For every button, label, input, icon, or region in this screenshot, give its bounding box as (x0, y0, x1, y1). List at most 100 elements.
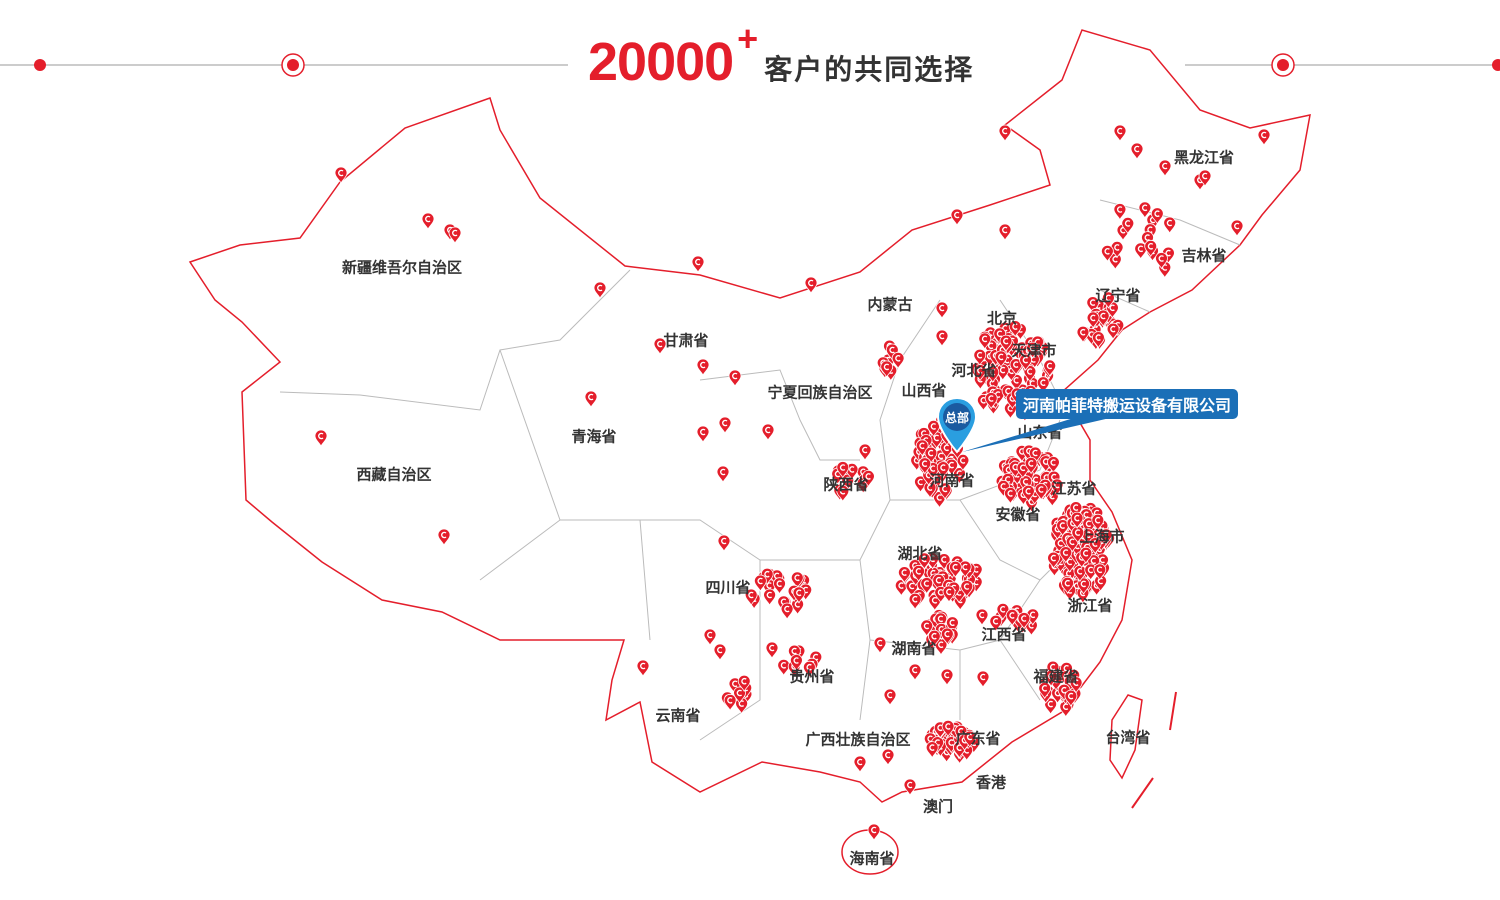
customer-pin-icon (935, 301, 949, 319)
customer-pin-icon (1043, 359, 1057, 377)
label-anhui: 安徽省 (995, 505, 1041, 524)
customer-pin-icon (1106, 322, 1120, 340)
customer-pin-icon (792, 586, 806, 604)
customer-pin-icon (803, 660, 816, 679)
customer-pin-icon (1005, 609, 1019, 627)
customer-pin-icon (918, 457, 932, 475)
customer-pin-icon (960, 580, 974, 598)
customer-pin-icon (1059, 546, 1073, 564)
customer-pin-icon (836, 461, 850, 479)
customer-pin-icon (1008, 320, 1022, 338)
customer-pin-icon (780, 602, 794, 620)
customer-pin-icon (1079, 546, 1093, 565)
customer-pin-icon (717, 534, 731, 552)
customer-pin-icon (653, 337, 667, 355)
customer-pin-icon (773, 577, 786, 595)
page-title: 20000 + 客户的共同选择 (588, 18, 975, 90)
customer-pin-icon (636, 659, 650, 677)
customer-pin-icon (946, 616, 959, 634)
customer-pin-icon (950, 208, 964, 226)
customer-pin-icon (956, 454, 970, 472)
customer-pin-icon (881, 748, 895, 766)
customer-pin-icon (1163, 216, 1177, 234)
label-hunan: 湖南省 (891, 639, 937, 658)
customer-pin-icon (927, 629, 941, 648)
title-subtitle: 客户的共同选择 (764, 53, 975, 86)
customer-pin-icon (908, 663, 922, 681)
label-jilin: 吉林省 (1181, 246, 1227, 265)
customer-pin-icon (718, 416, 732, 434)
label-liaoning: 辽宁省 (1095, 286, 1141, 305)
customer-pin-icon (1069, 501, 1083, 519)
customer-pin-icon (1036, 376, 1050, 394)
headquarters-pin-icon[interactable] (936, 396, 978, 454)
customer-pin-icon (920, 619, 934, 637)
customer-pin-icon (1061, 576, 1074, 595)
customer-pin-icon (437, 528, 451, 546)
label-yunnan: 云南省 (655, 706, 701, 725)
customer-pin-icon (1096, 309, 1110, 327)
customer-pin-icon (1102, 291, 1115, 309)
customer-pin-icon (973, 348, 987, 367)
customer-pin-icon (765, 641, 779, 659)
customer-pin-icon (1092, 331, 1105, 349)
customer-pin-icon (763, 588, 776, 606)
customer-pin-icon (1044, 697, 1057, 715)
label-heilongjiang: 黑龙江省 (1173, 148, 1235, 167)
customer-pin-icon (1017, 612, 1031, 630)
customer-pin-icon (421, 212, 435, 230)
customer-pin-icon (713, 643, 727, 661)
company-callout[interactable]: 河南帕菲特搬运设备有限公司 (1016, 389, 1239, 419)
customer-pin-icon (873, 636, 887, 654)
label-jiangxi: 江西省 (981, 625, 1027, 644)
customer-pin-icon (976, 670, 990, 688)
customer-pin-icon (989, 614, 1003, 633)
label-guangdong: 广东省 (955, 729, 1001, 748)
label-xinjiang: 新疆维吾尔自治区 (341, 258, 463, 277)
label-zhejiang: 浙江省 (1067, 596, 1113, 615)
customer-pin-icon (942, 585, 956, 603)
customer-pin-icon (737, 674, 751, 693)
label-jiangsu: 江苏省 (1051, 479, 1097, 498)
customer-pin-icon (935, 329, 949, 347)
customer-pin-icon (1113, 124, 1127, 142)
label-tibet: 西藏自治区 (356, 465, 432, 484)
customer-pin-icon (1026, 341, 1040, 359)
customer-pin-icon (1047, 551, 1060, 569)
label-tianjin: 天津市 (1011, 341, 1057, 360)
customer-pin-icon (1099, 528, 1113, 546)
customer-pin-icon (716, 465, 730, 483)
customer-pin-icon (334, 166, 348, 184)
customer-pin-icon (1093, 563, 1107, 581)
customer-pin-icon (941, 720, 955, 738)
customer-pin-icon (898, 566, 911, 584)
customer-pin-icon (1065, 535, 1079, 553)
customer-pin-icon (934, 612, 948, 630)
customer-pin-icon (978, 332, 992, 350)
customer-pin-icon (1077, 577, 1090, 595)
customer-pin-icon (949, 560, 962, 579)
label-sichuan: 四川省 (705, 578, 751, 597)
customer-pin-icon (938, 482, 952, 500)
customer-pin-icon (314, 429, 328, 447)
customer-pin-icon (1076, 325, 1090, 344)
customer-pin-icon (1004, 487, 1017, 505)
customer-pin-icon (1091, 513, 1105, 532)
customer-pin-icon (790, 571, 804, 589)
label-henan: 河南省 (929, 471, 975, 490)
customer-pin-icon (994, 350, 1008, 368)
customer-pin-icon (958, 560, 972, 578)
customer-pin-icon (912, 564, 925, 583)
customer-pin-icon (862, 470, 875, 488)
customer-pin-icon (986, 365, 1000, 384)
label-shandong: 山东省 (1017, 423, 1063, 442)
customer-pin-icon (1064, 689, 1078, 707)
customer-pins (314, 124, 1271, 841)
customer-pin-icon (927, 420, 940, 438)
customer-pin-icon (940, 627, 954, 645)
province-borders (279, 199, 1241, 741)
customer-pin-icon (1047, 456, 1060, 474)
customer-pin-icon (1113, 203, 1127, 221)
customer-pin-icon (891, 351, 905, 370)
